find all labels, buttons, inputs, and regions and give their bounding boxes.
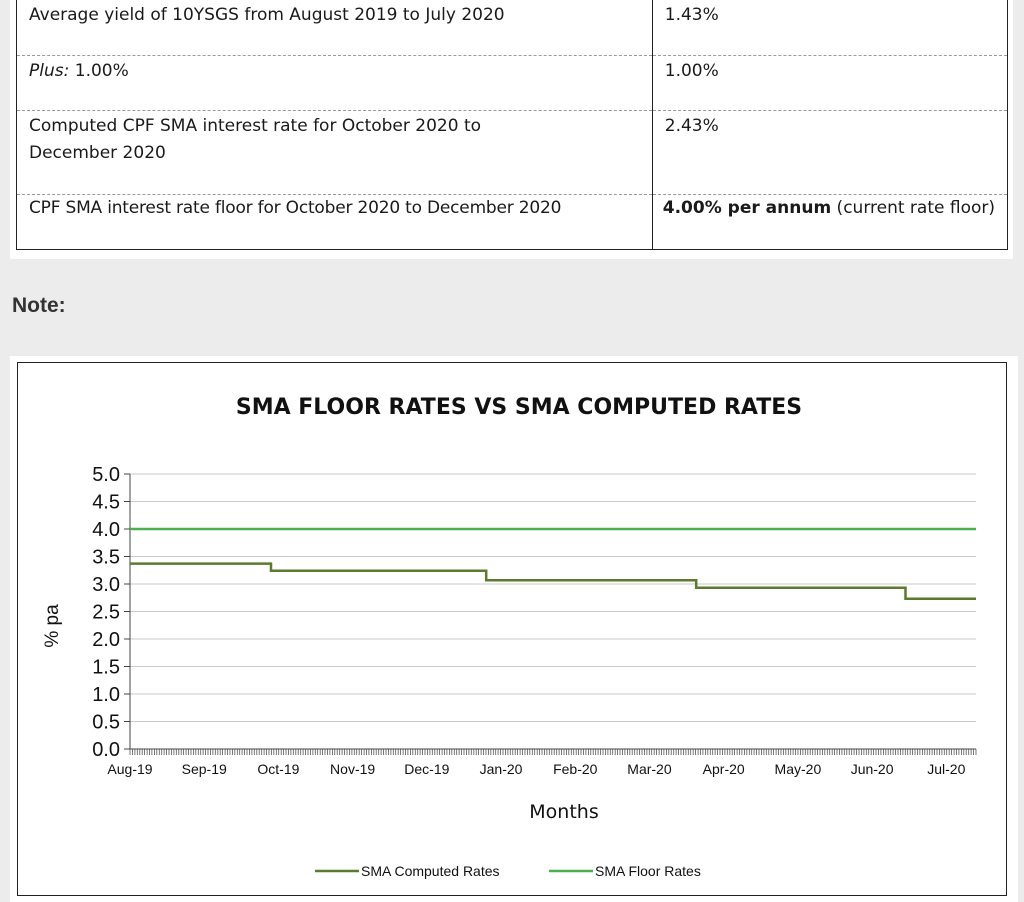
x-tick-label: Feb-20 xyxy=(553,761,598,777)
table-row: CPF SMA interest rate floor for October … xyxy=(16,194,1008,249)
x-axis-minor-ticks xyxy=(129,749,977,755)
y-tick-label: 5.0 xyxy=(92,464,120,486)
row-value: 2.43% xyxy=(652,110,1008,195)
x-axis-label: Months xyxy=(529,801,598,823)
row-label: 1.00% xyxy=(69,60,129,81)
row-value: 1.43% xyxy=(652,0,1008,56)
y-tick-label: 4.0 xyxy=(92,519,120,541)
x-tick-label: Jul-20 xyxy=(927,761,965,777)
series-line-sma-computed-rates xyxy=(130,562,976,601)
chart-frame: SMA FLOOR RATES VS SMA COMPUTED RATES 0.… xyxy=(17,362,1007,896)
chart-legend: SMA Computed Rates SMA Floor Rates xyxy=(315,863,701,879)
legend-label: SMA Computed Rates xyxy=(361,863,500,879)
y-tick-label: 0.0 xyxy=(92,739,120,761)
x-tick-label: May-20 xyxy=(775,761,822,777)
y-tick-label: 3.0 xyxy=(92,574,120,596)
y-axis-label: % pa xyxy=(42,604,63,648)
x-tick-label: Nov-19 xyxy=(330,761,375,777)
y-axis-ticks: 0.0 0.5 1.0 1.5 2.0 2.5 3.0 3.5 4.0 4.5 5.0 xyxy=(92,464,130,761)
y-tick-label: 1.0 xyxy=(92,684,120,706)
rates-table: Average yield of 10YSGS from August 2019… xyxy=(16,0,1008,250)
row-label: Average yield of 10YSGS from August 2019… xyxy=(16,0,653,56)
y-tick-label: 4.5 xyxy=(92,492,120,514)
chart-card: SMA FLOOR RATES VS SMA COMPUTED RATES 0.… xyxy=(10,356,1018,902)
row-label-prefix: Plus: xyxy=(29,60,70,81)
row-value: (current rate floor) xyxy=(831,197,995,218)
row-label-cell: Plus: 1.00% xyxy=(16,55,653,111)
y-tick-label: 2.5 xyxy=(92,602,120,624)
row-value: 1.00% xyxy=(652,55,1008,111)
chart-grid xyxy=(129,473,976,750)
x-axis-ticks: Aug-19 Sep-19 Oct-19 Nov-19 Dec-19 Jan-20 Feb-… xyxy=(107,761,965,777)
table-row: Plus: 1.00% 1.00% xyxy=(16,55,1008,111)
x-tick-label: Aug-19 xyxy=(107,761,152,777)
note-heading: Note: xyxy=(12,294,66,317)
row-value-cell: 4.00% per annum (current rate floor) xyxy=(652,194,1007,249)
y-tick-label: 1.5 xyxy=(92,657,120,679)
x-tick-label: Oct-19 xyxy=(257,761,299,777)
y-tick-label: 2.0 xyxy=(92,629,120,651)
y-tick-label: 0.5 xyxy=(92,712,120,734)
chart-title: SMA FLOOR RATES VS SMA COMPUTED RATES xyxy=(236,395,802,420)
y-tick-label: 3.5 xyxy=(92,547,120,569)
x-minor-tick-marks xyxy=(129,749,977,755)
rates-table-card: Average yield of 10YSGS from August 2019… xyxy=(10,0,1013,259)
row-value-bold: 4.00% per annum xyxy=(662,197,832,218)
rates-line-chart: SMA FLOOR RATES VS SMA COMPUTED RATES 0.… xyxy=(42,395,977,879)
x-tick-label: Apr-20 xyxy=(703,761,745,777)
table-row: Average yield of 10YSGS from August 2019… xyxy=(16,0,1008,56)
row-label: Computed CPF SMA interest rate for Octob… xyxy=(16,110,653,195)
x-tick-label: Mar-20 xyxy=(627,761,672,777)
x-tick-label: Sep-19 xyxy=(182,761,227,777)
x-tick-label: Dec-19 xyxy=(404,761,449,777)
x-tick-label: Jan-20 xyxy=(480,761,523,777)
row-label: CPF SMA interest rate floor for October … xyxy=(16,194,653,249)
table-row: Computed CPF SMA interest rate for Octob… xyxy=(16,110,1008,195)
x-tick-label: Jun-20 xyxy=(851,761,894,777)
legend-label: SMA Floor Rates xyxy=(595,863,701,879)
series-lines xyxy=(130,527,976,601)
